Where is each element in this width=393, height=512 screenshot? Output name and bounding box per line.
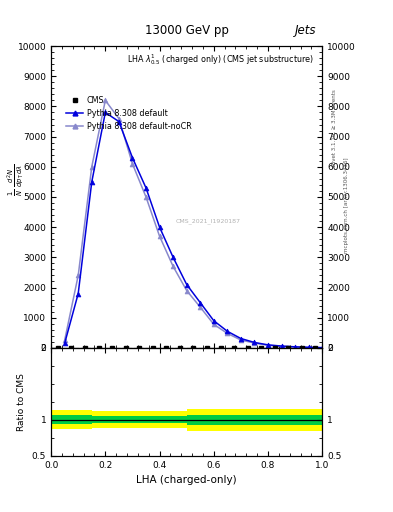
Text: LHA $\lambda^{1}_{0.5}$ (charged only) (CMS jet substructure): LHA $\lambda^{1}_{0.5}$ (charged only) (… <box>127 52 314 67</box>
Text: Jets: Jets <box>295 24 317 37</box>
Text: Rivet 3.1.10, ≥ 3.3M events: Rivet 3.1.10, ≥ 3.3M events <box>332 90 337 166</box>
Text: CMS_2021_I1920187: CMS_2021_I1920187 <box>176 218 241 224</box>
Text: mcplots.cern.ch [arXiv:1306.3436]: mcplots.cern.ch [arXiv:1306.3436] <box>344 157 349 252</box>
Text: $\frac{1}{N}$ $\frac{d^{2}N}{dp_{\mathrm{T}}\,d\lambda}$: $\frac{1}{N}$ $\frac{d^{2}N}{dp_{\mathrm… <box>6 163 26 196</box>
Text: 13000 GeV pp: 13000 GeV pp <box>145 24 229 37</box>
X-axis label: LHA (charged-only): LHA (charged-only) <box>136 475 237 485</box>
Legend: CMS, Pythia 8.308 default, Pythia 8.308 default-noCR: CMS, Pythia 8.308 default, Pythia 8.308 … <box>63 92 195 134</box>
Y-axis label: Ratio to CMS: Ratio to CMS <box>17 373 26 431</box>
